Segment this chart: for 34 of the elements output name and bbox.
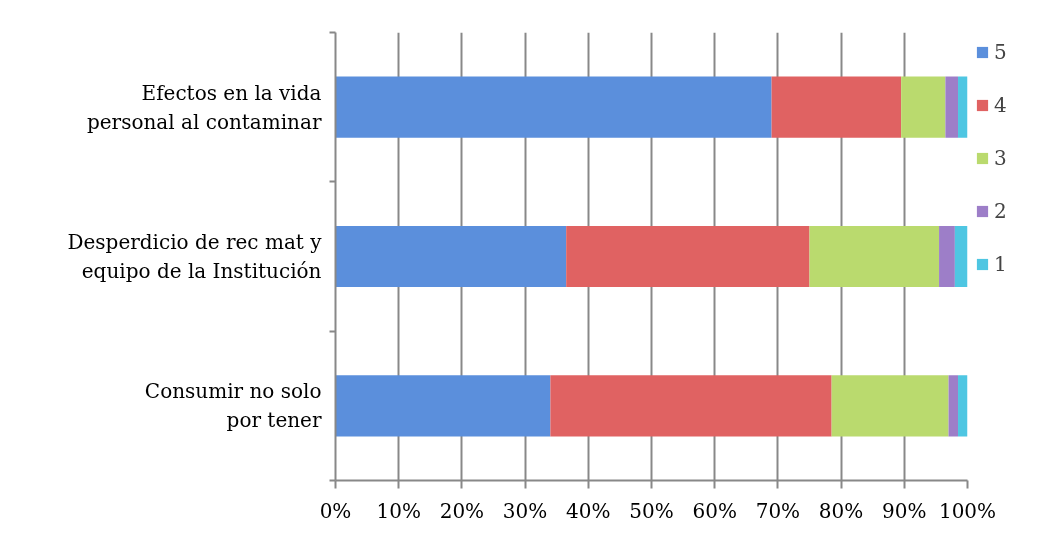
legend-label: 1	[994, 252, 1008, 276]
x-tick-label: 50%	[629, 498, 674, 523]
bar	[945, 76, 959, 138]
x-tick-label: 80%	[818, 498, 864, 523]
bar	[831, 375, 949, 437]
x-tick-label: 90%	[882, 498, 927, 523]
x-tick-label: 60%	[692, 498, 737, 523]
x-tick-label: 20%	[439, 498, 485, 523]
y-tick-label: Consumir no solo por tener	[144, 379, 322, 433]
bar	[809, 225, 940, 288]
bar	[550, 375, 832, 437]
legend-label: 5	[994, 40, 1008, 64]
legend-label: 3	[994, 146, 1008, 170]
bar	[939, 225, 955, 288]
bar	[335, 225, 567, 288]
bar	[958, 76, 968, 138]
x-tick-label: 10%	[376, 498, 421, 523]
bar	[335, 76, 772, 138]
x-tick-label: 100%	[938, 498, 997, 523]
x-tick-label: 70%	[755, 498, 801, 523]
x-tick-label: 0%	[319, 498, 352, 523]
bar	[335, 375, 551, 437]
bar	[958, 375, 968, 437]
bar	[901, 76, 946, 138]
bar	[954, 225, 968, 288]
x-tick-label: 40%	[566, 498, 611, 523]
bar	[771, 76, 902, 138]
y-tick-label: Desperdicio de rec mat y equipo de la Institución	[67, 230, 323, 283]
legend-label: 2	[994, 199, 1008, 223]
y-tick-label: Efectos en la vida personal al contaminar	[86, 80, 322, 134]
bar	[566, 225, 810, 288]
x-tick-label: 30%	[502, 498, 548, 523]
legend-label: 4	[994, 93, 1008, 117]
bar	[948, 375, 959, 437]
